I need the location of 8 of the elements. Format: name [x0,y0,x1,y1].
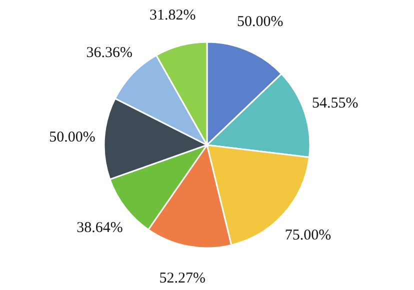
data-label: 52.27% [159,270,206,287]
data-label: 75.00% [284,228,332,244]
data-label: 50.00% [49,129,96,146]
data-label: 31.82% [150,7,196,24]
data-label: 50.00% [236,14,284,30]
data-label: 36.36% [86,44,132,61]
data-label: 38.64% [76,220,123,236]
data-label: 54.55% [312,95,358,112]
